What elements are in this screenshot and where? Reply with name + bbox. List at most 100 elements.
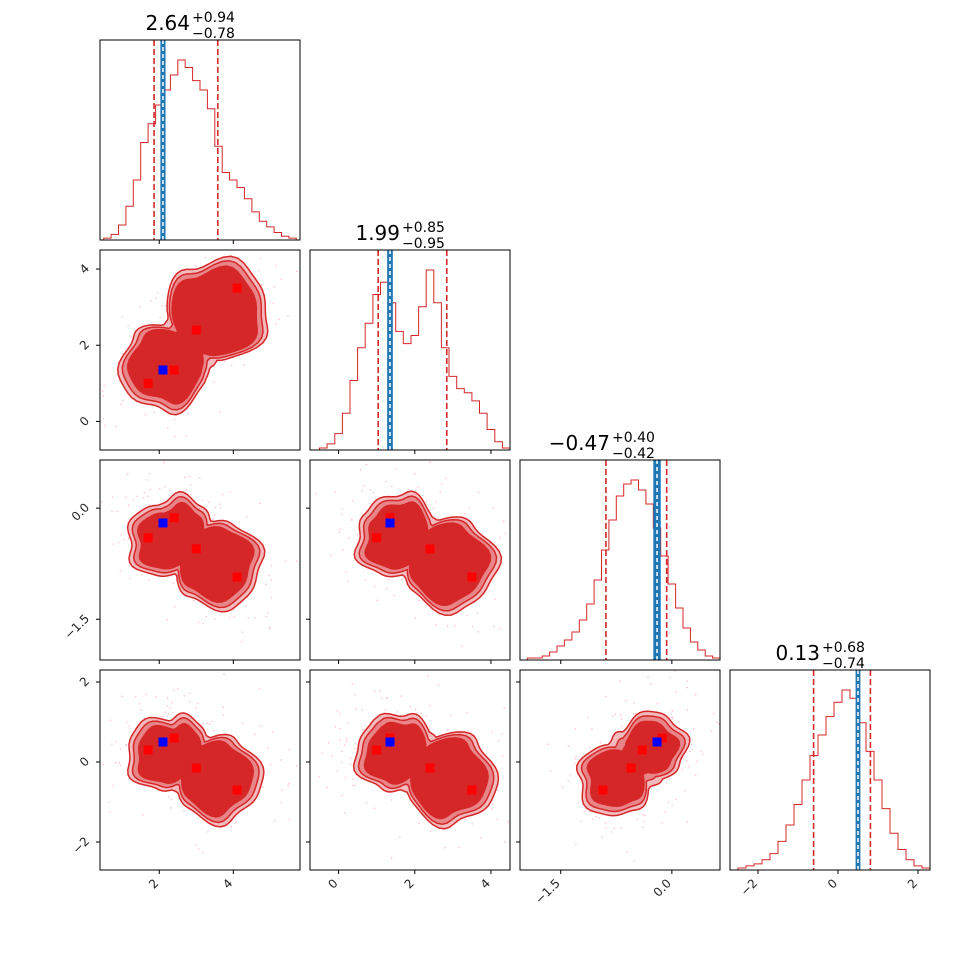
scatter-point <box>137 446 139 448</box>
scatter-point <box>384 709 387 712</box>
x-tick-label: 0 <box>825 876 840 891</box>
panel-content <box>730 670 930 870</box>
scatter-point <box>213 729 215 732</box>
scatter-point <box>464 512 466 515</box>
mode-marker <box>191 763 201 773</box>
panel-content <box>311 250 510 450</box>
panel-content <box>546 670 720 862</box>
mode-marker <box>169 365 179 375</box>
scatter-point <box>121 352 124 355</box>
scatter-point <box>116 510 118 512</box>
truth-marker <box>652 737 662 747</box>
panel-title: 0.13 +0.68−0.74 <box>775 640 865 672</box>
panel-content <box>315 461 518 648</box>
truth-marker <box>385 737 395 747</box>
scatter-point <box>149 488 152 491</box>
scatter-point <box>183 694 186 697</box>
scatter-point <box>396 711 399 713</box>
scatter-point <box>691 748 694 750</box>
mode-marker <box>143 378 153 388</box>
scatter-point <box>369 489 372 492</box>
scatter-point <box>280 801 283 804</box>
scatter-point <box>346 737 348 740</box>
scatter-point <box>432 507 435 510</box>
scatter-point <box>102 763 104 766</box>
scatter-point <box>318 775 321 778</box>
mode-marker <box>191 544 201 554</box>
scatter-point <box>503 706 506 709</box>
scatter-point <box>385 480 387 483</box>
scatter-point <box>230 826 233 828</box>
scatter-point <box>346 580 349 583</box>
scatter-point <box>583 810 586 813</box>
scatter-point <box>62 774 64 776</box>
mode-marker <box>169 513 179 523</box>
scatter-point <box>170 807 172 809</box>
scatter-point <box>111 743 113 745</box>
scatter-point <box>575 755 577 758</box>
scatter-point <box>339 739 341 741</box>
scatter-point <box>127 504 130 506</box>
x-tick-label: 4 <box>220 876 235 891</box>
scatter-point <box>644 814 646 817</box>
scatter-point <box>689 750 691 753</box>
scatter-point <box>330 754 333 757</box>
scatter-point <box>447 729 449 731</box>
scatter-point <box>361 490 363 492</box>
scatter-point <box>222 706 225 708</box>
mode-marker <box>467 785 477 795</box>
scatter-point <box>686 708 689 711</box>
scatter-point <box>464 818 467 820</box>
scatter-point <box>515 738 517 740</box>
scatter-point <box>287 784 289 787</box>
scatter-point <box>671 804 673 806</box>
scatter-point <box>338 712 341 715</box>
scatter-point <box>243 364 245 366</box>
scatter-point <box>567 779 569 782</box>
scatter-point <box>172 582 175 584</box>
scatter-point <box>265 583 267 585</box>
scatter-point <box>194 844 197 846</box>
scatter-point <box>169 707 171 710</box>
scatter-point <box>150 300 152 302</box>
scatter-point <box>354 694 356 696</box>
scatter-point <box>414 617 416 619</box>
scatter-point <box>354 708 357 710</box>
scatter-point <box>417 486 419 488</box>
scatter-point <box>591 728 593 730</box>
scatter-point <box>625 699 627 702</box>
scatter-point <box>439 491 442 494</box>
scatter-point <box>258 270 260 272</box>
scatter-point <box>341 794 343 797</box>
scatter-point <box>204 256 207 259</box>
scatter-point <box>577 801 579 804</box>
scatter-point <box>437 684 440 686</box>
scatter-point <box>226 235 228 237</box>
scatter-point <box>111 784 114 787</box>
scatter-point <box>429 608 432 610</box>
scatter-point <box>626 851 628 853</box>
scatter-point <box>351 784 354 787</box>
scatter-point <box>214 514 216 516</box>
scatter-point <box>274 820 276 822</box>
scatter-point <box>162 715 165 718</box>
scatter-point <box>516 556 518 558</box>
scatter-point <box>364 579 367 581</box>
scatter-point <box>258 502 261 505</box>
scatter-point <box>119 748 122 750</box>
scatter-point <box>340 750 343 753</box>
scatter-point <box>288 748 291 751</box>
scatter-point <box>164 486 166 488</box>
scatter-point <box>390 857 393 859</box>
panel-content <box>520 460 720 660</box>
scatter-point <box>246 515 248 518</box>
scatter-point <box>95 689 97 691</box>
scatter-point <box>674 691 677 693</box>
scatter-point <box>224 360 226 363</box>
histogram-line <box>311 269 510 450</box>
scatter-point <box>687 765 690 768</box>
scatter-point <box>127 538 130 540</box>
scatter-point <box>425 714 428 717</box>
scatter-point <box>343 812 346 814</box>
scatter-point <box>126 721 128 723</box>
